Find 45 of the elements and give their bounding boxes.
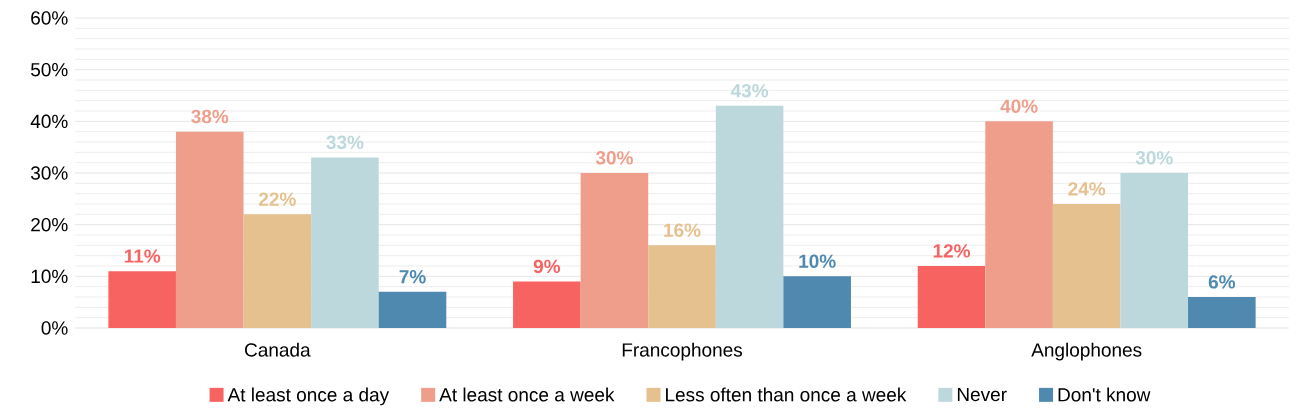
data-label: 10% [799, 254, 836, 268]
data-label: 7% [399, 270, 426, 284]
x-tick-label: Canada [245, 342, 311, 357]
legend-label: Never [957, 387, 1007, 402]
data-label: 40% [1000, 99, 1038, 113]
bar [513, 281, 581, 328]
data-label: 9% [533, 259, 561, 274]
y-tick-label: 30% [30, 166, 68, 180]
data-label: 30% [595, 151, 633, 165]
y-tick-label: 60% [31, 11, 68, 25]
bar [311, 157, 379, 328]
y-tick-label: 20% [31, 217, 68, 232]
bar [917, 266, 986, 328]
data-label: 43% [730, 83, 769, 98]
bar [580, 173, 649, 328]
bar [1052, 204, 1121, 328]
data-label: 30% [1135, 151, 1173, 165]
x-tick-label: Anglophones [1031, 342, 1142, 361]
y-tick-label: 50% [31, 62, 68, 77]
data-label: 11% [124, 249, 161, 263]
x-tick-label: Francophones [622, 342, 743, 361]
data-label: 12% [933, 244, 971, 258]
y-tick-label: 10% [31, 269, 68, 284]
y-tick-label: 40% [30, 114, 68, 129]
bar [715, 105, 784, 328]
bar [175, 131, 244, 328]
bar [783, 276, 851, 328]
legend-label: Don't know [1058, 387, 1151, 402]
bar [1188, 297, 1256, 328]
y-tick-label: 0% [41, 321, 68, 335]
bar [108, 271, 176, 328]
legend-label: At least once a day [227, 387, 390, 406]
legend-label: Less often than once a week [666, 387, 907, 402]
bar [1120, 173, 1189, 328]
data-label: 24% [1068, 182, 1106, 196]
bar [648, 245, 716, 328]
bar [378, 291, 447, 328]
data-label: 33% [326, 135, 364, 150]
data-label: 38% [191, 109, 229, 124]
bar [243, 214, 312, 328]
data-label: 22% [258, 192, 296, 206]
data-label: 16% [664, 223, 701, 237]
legend-label: At least once a week [439, 387, 615, 402]
bar [985, 121, 1053, 328]
data-label: 6% [1208, 275, 1236, 289]
